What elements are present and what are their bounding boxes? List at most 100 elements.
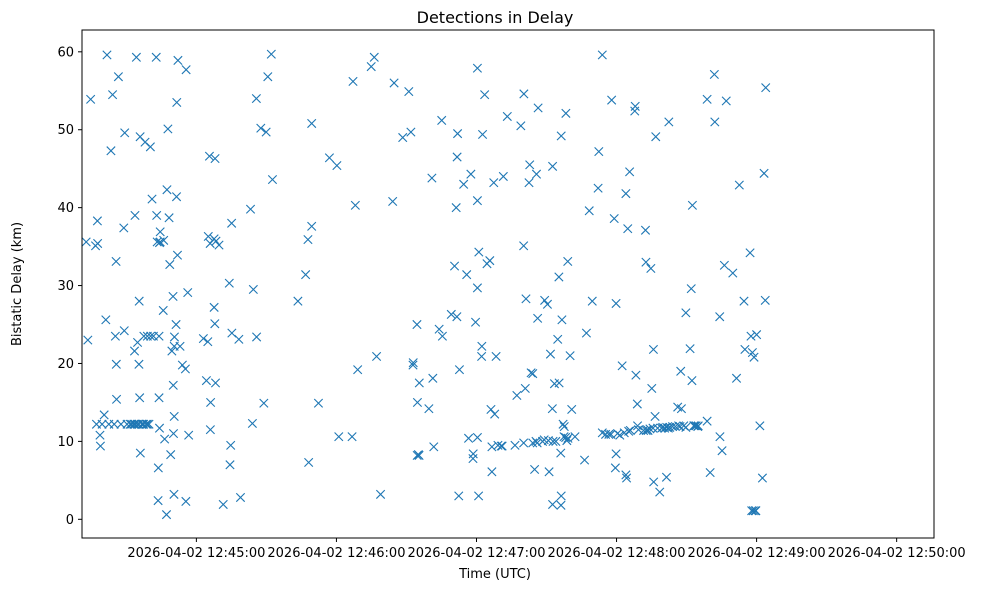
data-point: [446, 309, 456, 319]
data-point: [209, 302, 219, 312]
x-tick-label: 2026-04-02 12:45:00: [127, 546, 265, 561]
data-point: [693, 421, 703, 431]
data-point: [163, 124, 173, 134]
data-point: [681, 308, 691, 318]
data-point: [472, 432, 483, 443]
data-point: [472, 63, 483, 73]
data-point: [218, 499, 228, 510]
data-point: [557, 315, 567, 325]
data-point: [760, 295, 770, 305]
data-point: [135, 393, 145, 403]
data-point: [631, 370, 641, 380]
data-point: [304, 457, 314, 468]
data-point: [81, 237, 91, 247]
data-point: [651, 132, 661, 142]
data-point: [226, 440, 236, 450]
data-point: [617, 361, 627, 371]
data-point: [473, 491, 484, 501]
data-point: [160, 434, 170, 444]
data-point: [92, 216, 102, 226]
data-point: [162, 185, 172, 195]
x-tick-label: 2026-04-02 12:49:00: [688, 546, 826, 561]
data-point: [734, 180, 744, 190]
data-point: [180, 364, 190, 374]
data-point: [205, 425, 215, 435]
data-point: [159, 235, 169, 245]
data-point: [155, 227, 165, 237]
data-point: [452, 152, 462, 162]
data-point: [106, 146, 116, 156]
data-point: [101, 315, 111, 325]
data-point: [547, 404, 557, 414]
data-point: [587, 296, 597, 306]
data-point: [111, 359, 121, 369]
data-point: [516, 121, 526, 131]
data-point: [593, 183, 603, 193]
data-point: [371, 351, 382, 362]
data-point: [154, 393, 164, 403]
data-point: [267, 175, 278, 185]
data-point: [749, 352, 759, 362]
data-point: [248, 284, 258, 295]
data-point: [664, 117, 674, 127]
data-point: [611, 298, 621, 309]
data-point: [496, 441, 506, 451]
data-point: [524, 178, 534, 188]
data-point: [171, 192, 182, 202]
data-point: [111, 256, 121, 266]
data-point: [547, 161, 558, 171]
data-point: [632, 399, 642, 409]
data-point: [99, 410, 109, 420]
data-point: [142, 419, 152, 429]
data-point: [158, 305, 168, 316]
data-point: [113, 72, 124, 82]
data-point: [146, 331, 156, 341]
data-point: [245, 204, 256, 214]
data-point: [412, 319, 422, 330]
data-point: [487, 467, 497, 477]
data-point: [129, 346, 140, 356]
y-tick-label: 10: [57, 435, 74, 450]
data-point: [263, 72, 273, 82]
data-point: [528, 369, 538, 379]
data-point: [110, 331, 120, 341]
data-point: [728, 268, 738, 278]
y-tick-label: 0: [66, 513, 74, 528]
data-point: [702, 416, 712, 426]
data-point: [579, 455, 590, 465]
data-point: [639, 425, 649, 436]
data-point: [477, 341, 487, 351]
data-point: [474, 247, 484, 257]
x-axis-title: Time (UTC): [458, 567, 531, 582]
data-point: [751, 506, 761, 516]
data-point: [427, 173, 437, 183]
data-point: [86, 94, 96, 104]
data-point: [710, 117, 720, 127]
data-point: [166, 450, 176, 460]
data-point: [406, 127, 416, 137]
data-point: [214, 240, 224, 250]
data-point: [210, 153, 220, 164]
data-point: [154, 331, 164, 341]
data-point: [171, 319, 181, 330]
data-point: [93, 238, 103, 249]
data-point: [161, 510, 172, 520]
data-point: [621, 470, 631, 480]
data-point: [715, 432, 725, 442]
y-tick-label: 30: [57, 279, 74, 294]
data-point: [369, 52, 379, 62]
data-point: [451, 203, 461, 213]
data-point: [649, 477, 659, 487]
data-point: [647, 383, 657, 393]
data-point: [648, 344, 659, 355]
data-point: [480, 90, 490, 100]
data-point: [353, 365, 363, 375]
data-point: [670, 421, 680, 432]
data-point: [252, 332, 262, 342]
data-point: [554, 378, 564, 388]
data-point: [168, 380, 178, 390]
data-point: [414, 450, 424, 460]
data-point: [530, 464, 540, 475]
data-point: [424, 404, 434, 414]
data-point: [462, 270, 472, 280]
